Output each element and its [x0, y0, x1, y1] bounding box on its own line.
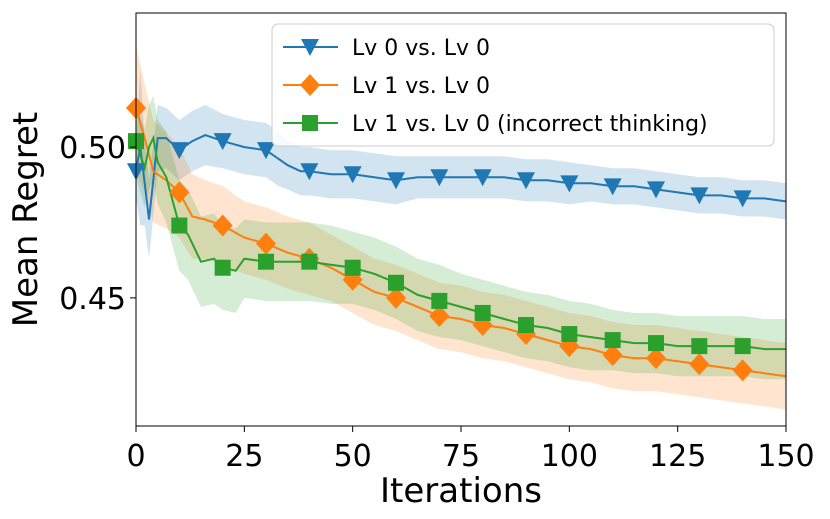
x-axis-ticks: 0 25 50 75 100 125 150 [126, 426, 815, 474]
line-series-1 [135, 107, 787, 378]
marker-series-2 [518, 317, 534, 334]
band-series-1 [136, 44, 786, 410]
legend: Lv 0 vs. Lv 0 Lv 1 vs. Lv 0 Lv 1 vs. Lv 0 … [271, 23, 775, 147]
marker-series-0 [560, 175, 579, 193]
marker-series-2 [431, 292, 448, 309]
marker-series-2 [604, 332, 621, 349]
marker-series-1 [689, 353, 710, 376]
marker-series-1 [646, 347, 666, 370]
marker-series-0 [300, 163, 319, 181]
marker-series-1 [169, 181, 190, 204]
marker-series-2 [301, 253, 318, 270]
marker-series-0 [213, 133, 232, 151]
x-tick-label: 100 [541, 439, 598, 474]
x-tick-label: 75 [442, 439, 480, 474]
marker-series-2 [214, 259, 231, 276]
marker-series-2 [171, 217, 188, 234]
marker-series-0 [517, 172, 535, 190]
y-tick-label: 0.50 [59, 131, 126, 166]
marker-series-2 [648, 335, 664, 352]
legend-marker [300, 74, 320, 96]
x-tick-label: 25 [225, 439, 263, 474]
marker-series-1 [602, 344, 623, 367]
marker-series-1 [386, 286, 406, 309]
marker-series-1 [256, 232, 276, 255]
line-series-0 [135, 134, 787, 220]
marker-series-1 [732, 359, 753, 382]
legend-marker [301, 39, 319, 56]
marker-series-0 [387, 172, 405, 190]
marker-series-2 [258, 253, 274, 270]
marker-series-2 [734, 338, 751, 355]
marker-series-0 [257, 142, 275, 160]
marker-series-0 [430, 169, 449, 187]
y-axis-ticks: 0.45 0.50 [59, 131, 136, 317]
x-tick-label: 125 [649, 439, 706, 474]
x-axis-label: Iterations [380, 471, 542, 511]
marker-series-1 [212, 214, 233, 237]
marker-series-0 [473, 169, 492, 187]
marker-series-0 [170, 142, 189, 160]
marker-series-1 [429, 304, 450, 327]
legend-label: Lv 1 vs. Lv 0 (incorrect thinking) [352, 112, 708, 137]
legend-label: Lv 0 vs. Lv 0 [352, 36, 490, 61]
legend-label: Lv 1 vs. Lv 0 [352, 74, 490, 99]
marker-series-2 [344, 259, 361, 276]
marker-series-0 [690, 187, 709, 205]
marker-series-2 [561, 326, 578, 343]
series-markers [126, 96, 753, 382]
x-tick-label: 150 [757, 439, 814, 474]
marker-series-0 [733, 190, 752, 208]
x-tick-label: 50 [334, 439, 372, 474]
band-series-0 [136, 68, 786, 259]
marker-series-0 [603, 178, 622, 196]
legend-box [271, 23, 775, 147]
marker-series-0 [647, 181, 665, 199]
marker-series-2 [388, 274, 404, 291]
y-tick-label: 0.45 [59, 282, 126, 317]
y-axis-label: Mean Regret [6, 112, 46, 328]
marker-series-0 [343, 166, 362, 184]
legend-marker [302, 115, 318, 131]
marker-series-2 [474, 304, 491, 321]
x-tick-label: 0 [126, 439, 145, 474]
marker-series-2 [691, 338, 708, 355]
